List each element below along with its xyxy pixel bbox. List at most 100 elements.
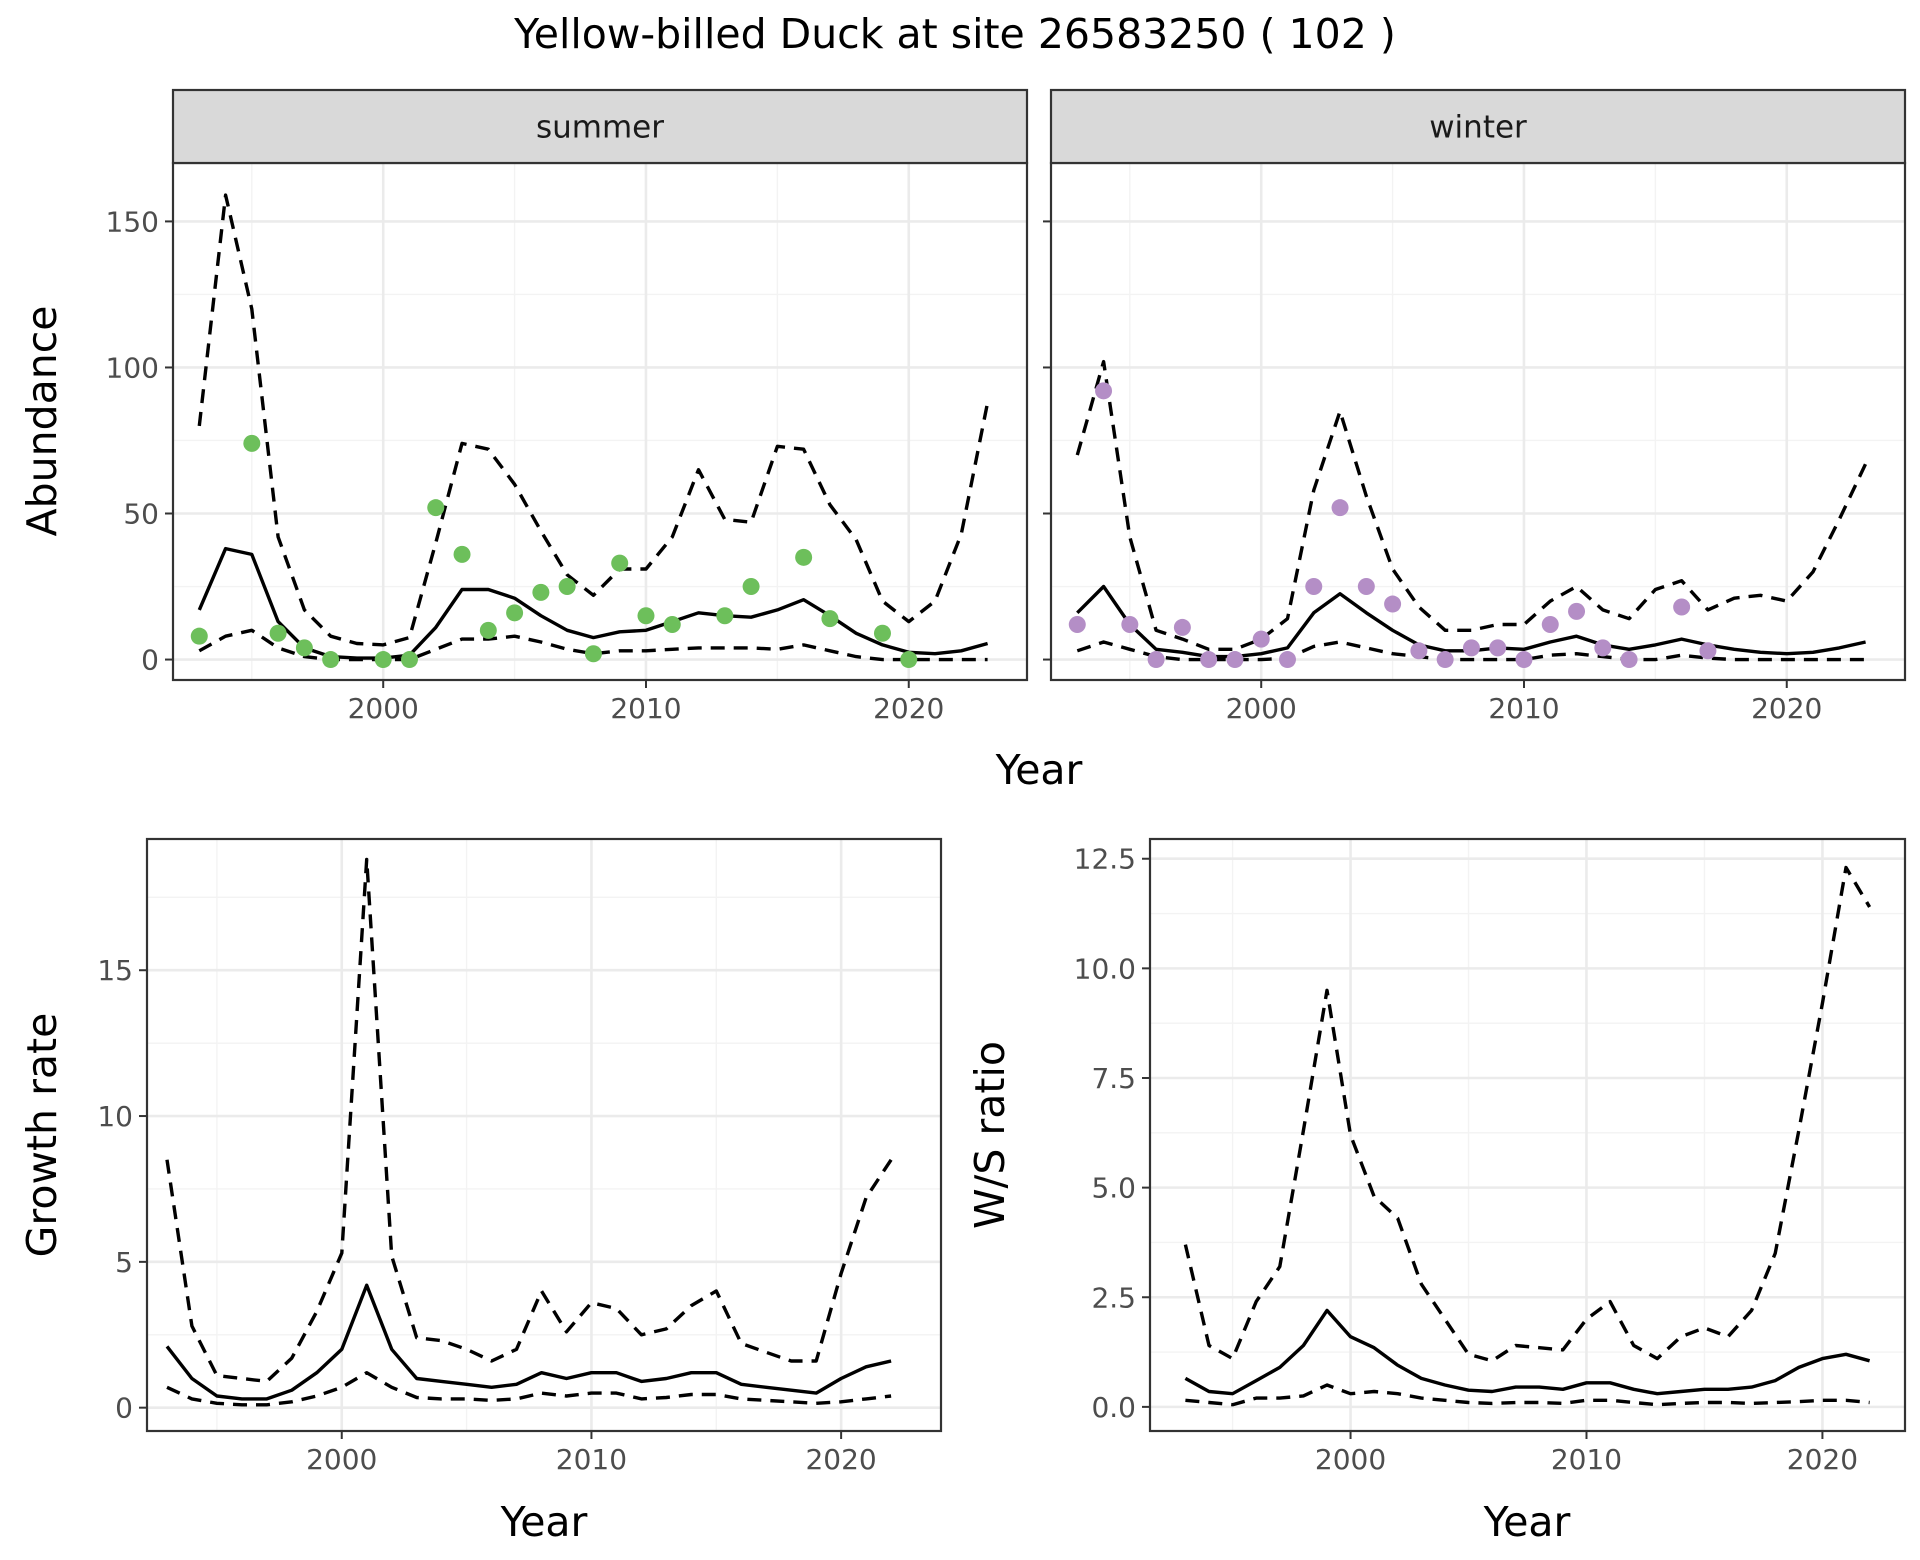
data-point (374, 651, 392, 669)
data-point (900, 651, 918, 669)
y-tick-label: 15 (97, 954, 133, 987)
y-axis-title: Abundance (18, 306, 66, 537)
y-tick-label: 2.5 (1091, 1281, 1136, 1314)
y-tick-label: 0 (115, 1392, 133, 1425)
data-point (1410, 642, 1428, 660)
panel-border (1148, 837, 1907, 1433)
data-point (821, 610, 839, 628)
data-point (1147, 651, 1165, 669)
series-line-upper (197, 193, 990, 647)
data-point (1594, 639, 1612, 657)
x-tick-label: 2020 (873, 692, 944, 725)
data-point (1331, 499, 1349, 517)
series-line-upper (1075, 359, 1868, 651)
x-tick-label: 2010 (1488, 692, 1559, 725)
panel-summer: summer 2000 2010 2020 0 50 100 150 Abundance (18, 88, 1029, 725)
panel-winter: winter 2000 2010 2020 (1043, 88, 1907, 725)
data-point (742, 578, 760, 596)
facet-strip (1049, 88, 1907, 165)
data-point (558, 578, 576, 596)
plot-background (1150, 839, 1905, 1431)
x-tick-label: 2000 (306, 1443, 377, 1476)
data-point (1436, 651, 1454, 669)
x-axis-title: Year (500, 1498, 588, 1546)
panel-border (145, 837, 943, 1433)
y-axis-title: W/S ratio (966, 1041, 1014, 1229)
data-point (1252, 630, 1270, 648)
data-point (1620, 651, 1638, 669)
x-axis-title: Year (1483, 1498, 1571, 1546)
data-point (1515, 651, 1533, 669)
data-point (453, 545, 471, 563)
data-point (716, 607, 734, 625)
data-point (295, 639, 313, 657)
series-line-lower (166, 1370, 892, 1407)
data-point (873, 624, 891, 642)
series-line-upper (1183, 865, 1872, 1363)
x-tick-label: 2020 (1751, 692, 1822, 725)
y-tick-label: 12.5 (1074, 843, 1136, 876)
data-point (1489, 639, 1507, 657)
series-line-lower (1185, 1383, 1870, 1407)
y-tick-label: 5 (115, 1246, 133, 1279)
x-tick-label: 2020 (1787, 1443, 1858, 1476)
y-tick-label: 7.5 (1091, 1062, 1136, 1095)
data-point (322, 651, 340, 669)
data-point (1068, 616, 1086, 634)
series-line-mean (1184, 1308, 1871, 1396)
x-tick-label: 2010 (610, 692, 681, 725)
data-point (269, 624, 287, 642)
data-point (479, 621, 497, 639)
data-point (427, 499, 445, 517)
x-tick-label: 2010 (1551, 1443, 1622, 1476)
data-point (637, 607, 655, 625)
series-line-upper (165, 857, 893, 1384)
x-tick-label: 2000 (1315, 1443, 1386, 1476)
data-point (1200, 651, 1218, 669)
y-tick-label: 0 (141, 644, 159, 677)
facet-strip (171, 88, 1029, 165)
x-axis-title-shared: Year (995, 746, 1083, 794)
series-line-lower (1076, 640, 1866, 662)
data-point (1095, 382, 1113, 400)
data-point (506, 604, 524, 622)
y-axis-title: Growth rate (18, 1013, 66, 1258)
series-line-mean (165, 1283, 892, 1401)
data-point (190, 627, 208, 645)
facet-strip-label: summer (536, 110, 664, 146)
data-point (1357, 578, 1375, 596)
data-point (1699, 642, 1717, 660)
data-point (1173, 618, 1191, 636)
data-point (532, 583, 550, 601)
data-point (1226, 651, 1244, 669)
data-point (584, 645, 602, 663)
facet-strip-label: winter (1429, 110, 1527, 146)
y-tick-label: 150 (106, 205, 159, 238)
x-tick-label: 2010 (556, 1443, 627, 1476)
x-tick-label: 2000 (348, 692, 419, 725)
y-tick-label: 50 (123, 498, 159, 531)
data-point (1384, 595, 1402, 613)
data-point (1305, 578, 1323, 596)
data-point (243, 434, 261, 452)
panel-ratio: 2000 2010 2020 0.0 2.5 5.0 7.5 10.0 12.5 W/S rati… (966, 837, 1907, 1546)
data-point (1121, 616, 1139, 634)
y-tick-label: 100 (106, 351, 159, 384)
y-tick-label: 5.0 (1091, 1172, 1136, 1205)
plot-background (1051, 163, 1905, 680)
data-point (611, 554, 629, 572)
data-point (1568, 602, 1586, 620)
x-tick-label: 2020 (805, 1443, 876, 1476)
y-tick-label: 10 (97, 1100, 133, 1133)
data-point (1541, 616, 1559, 634)
data-point (1278, 651, 1296, 669)
data-point (400, 651, 418, 669)
data-point (1462, 639, 1480, 657)
plot-background (173, 163, 1027, 680)
x-tick-label: 2000 (1226, 692, 1297, 725)
data-point (663, 616, 681, 634)
chart-title: Yellow-billed Duck at site 26583250 ( 10… (513, 10, 1396, 58)
panel-growth: 2000 2010 2020 0 5 10 15 Growth rate Year (18, 837, 943, 1546)
